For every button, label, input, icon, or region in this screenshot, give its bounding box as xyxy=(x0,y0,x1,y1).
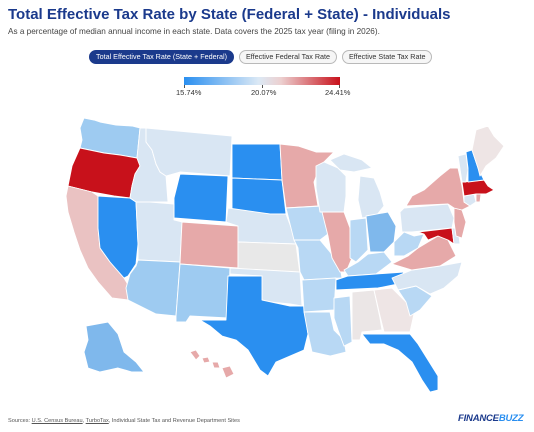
sources-note: Sources: U.S. Census Bureau, TurboTax, I… xyxy=(8,418,240,424)
sources-suffix: , Individual State Tax and Revenue Depar… xyxy=(108,418,240,424)
chart-subtitle: As a percentage of median annual income … xyxy=(8,27,380,36)
state-ma[interactable] xyxy=(461,179,495,197)
state-la[interactable] xyxy=(303,311,347,357)
chart-title: Total Effective Tax Rate by State (Feder… xyxy=(8,6,451,23)
logo-buzz: BUZZ xyxy=(498,413,524,424)
state-mt[interactable] xyxy=(145,127,233,177)
state-mi[interactable] xyxy=(357,175,385,219)
state-nm[interactable] xyxy=(175,263,231,323)
tab-total-effective-tax-rate[interactable]: Total Effective Tax Rate (State + Federa… xyxy=(89,50,234,64)
state-sd[interactable] xyxy=(231,177,287,215)
state-in[interactable] xyxy=(349,217,369,263)
state-ar[interactable] xyxy=(301,277,337,313)
state-wi[interactable] xyxy=(315,161,347,213)
state-pa[interactable] xyxy=(399,203,455,233)
state-ak[interactable] xyxy=(83,321,145,373)
state-ri[interactable] xyxy=(475,193,482,203)
legend-mid-label: 20.07% xyxy=(251,88,277,97)
state-wy[interactable] xyxy=(173,173,229,223)
legend-color-scale xyxy=(184,77,340,85)
legend-tick-mid xyxy=(262,85,263,88)
tab-effective-federal-tax-rate[interactable]: Effective Federal Tax Rate xyxy=(238,50,337,64)
logo-finance: FINANCE xyxy=(458,413,499,424)
state-ms[interactable] xyxy=(333,295,353,347)
state-hi[interactable] xyxy=(189,349,235,379)
state-tx[interactable] xyxy=(199,275,309,377)
legend-tick-max xyxy=(339,85,340,88)
state-az[interactable] xyxy=(125,259,181,317)
state-me[interactable] xyxy=(471,125,505,177)
state-fl[interactable] xyxy=(361,333,439,393)
legend-tick-min xyxy=(184,85,185,88)
sources-separator: , xyxy=(82,418,86,424)
financebuzz-logo: FINANCEBUZZ xyxy=(458,413,524,424)
sources-prefix: Sources: xyxy=(8,418,32,424)
state-ny[interactable] xyxy=(405,167,471,211)
metric-tabs: Total Effective Tax Rate (State + Federa… xyxy=(89,50,433,64)
legend-max-label: 24.41% xyxy=(325,88,351,97)
state-wv[interactable] xyxy=(393,231,425,257)
state-ga[interactable] xyxy=(373,287,415,333)
source-link-census[interactable]: U.S. Census Bureau xyxy=(31,418,83,424)
state-vt[interactable] xyxy=(457,153,469,183)
state-nd[interactable] xyxy=(231,143,283,181)
legend-min-label: 15.74% xyxy=(176,88,202,97)
state-oh[interactable] xyxy=(365,211,397,253)
state-mi-upper[interactable] xyxy=(329,153,373,173)
tab-effective-state-tax-rate[interactable]: Effective State Tax Rate xyxy=(342,50,433,64)
state-nj[interactable] xyxy=(453,207,467,239)
state-co[interactable] xyxy=(179,221,239,269)
source-link-turbotax[interactable]: TurboTax xyxy=(85,418,109,424)
